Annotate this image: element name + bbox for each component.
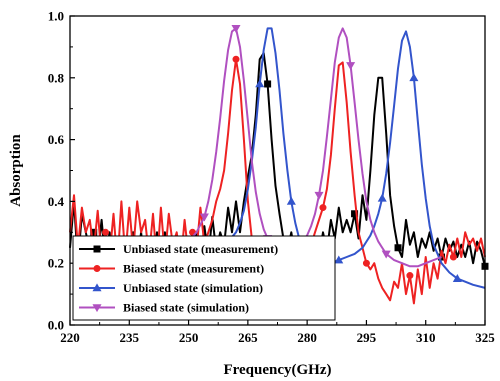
legend-item: Biased state (measurement) (79, 262, 264, 276)
legend-item: Biased state (simulation) (79, 301, 249, 315)
data-point-circle (102, 228, 110, 236)
y-tick-label: 0.0 (48, 318, 64, 333)
legend-box (72, 235, 336, 321)
x-tick-label: 265 (238, 330, 258, 345)
y-tick-label: 1.0 (48, 9, 64, 24)
data-point-triangle-down (381, 250, 391, 259)
y-axis-title: Absorption (8, 134, 24, 207)
data-point-circle (406, 272, 414, 280)
data-point-triangle-down (199, 213, 209, 222)
data-point-triangle (452, 274, 462, 282)
legend-label: Biased state (measurement) (123, 262, 264, 276)
data-point-triangle (334, 255, 344, 264)
data-point-triangle (377, 193, 387, 202)
data-point-triangle-down (314, 191, 324, 200)
x-tick-label: 220 (60, 330, 80, 345)
data-point-triangle (409, 73, 419, 82)
data-point-circle (449, 253, 457, 261)
data-point-triangle-down (92, 304, 102, 313)
x-tick-label: 250 (179, 330, 199, 345)
legend-label: Biased state (simulation) (123, 301, 249, 315)
x-tick-label: 280 (297, 330, 317, 345)
data-point-square (264, 80, 272, 88)
data-point-circle (319, 204, 327, 212)
x-axis-title: Frequency(GHz) (223, 362, 331, 378)
data-point-triangle (92, 283, 102, 292)
x-tick-label: 310 (416, 330, 436, 345)
series-3 (148, 25, 442, 268)
legend-item: Unbiased state (measurement) (79, 242, 278, 256)
x-tick-label: 235 (120, 330, 140, 345)
y-tick-label: 0.6 (48, 132, 65, 147)
x-axis: 220 235 250 265 280 295 310 325 (60, 320, 495, 345)
legend: Unbiased state (measurement) Biased state… (72, 235, 336, 321)
legend-item: Unbiased state (simulation) (79, 281, 263, 295)
data-point-triangle-down (231, 25, 241, 33)
data-point-triangle (255, 79, 265, 88)
data-point-square (93, 245, 101, 253)
series-line (148, 27, 442, 268)
y-tick-label: 0.8 (48, 70, 65, 85)
data-point-triangle-down (346, 62, 356, 71)
data-point-circle (232, 55, 240, 63)
y-tick-label: 0.2 (48, 256, 64, 271)
data-point-circle (362, 259, 370, 267)
x-tick-label: 295 (357, 330, 377, 345)
data-point-square (394, 244, 402, 252)
legend-label: Unbiased state (simulation) (123, 281, 263, 295)
y-tick-label: 0.4 (48, 194, 65, 209)
data-point-square (351, 210, 359, 218)
data-point-circle (93, 264, 101, 272)
x-tick-label: 325 (475, 330, 495, 345)
data-point-triangle (286, 196, 296, 205)
legend-label: Unbiased state (measurement) (123, 242, 278, 256)
y-axis: 0.0 0.2 0.4 0.6 0.8 1.0 (48, 9, 75, 333)
